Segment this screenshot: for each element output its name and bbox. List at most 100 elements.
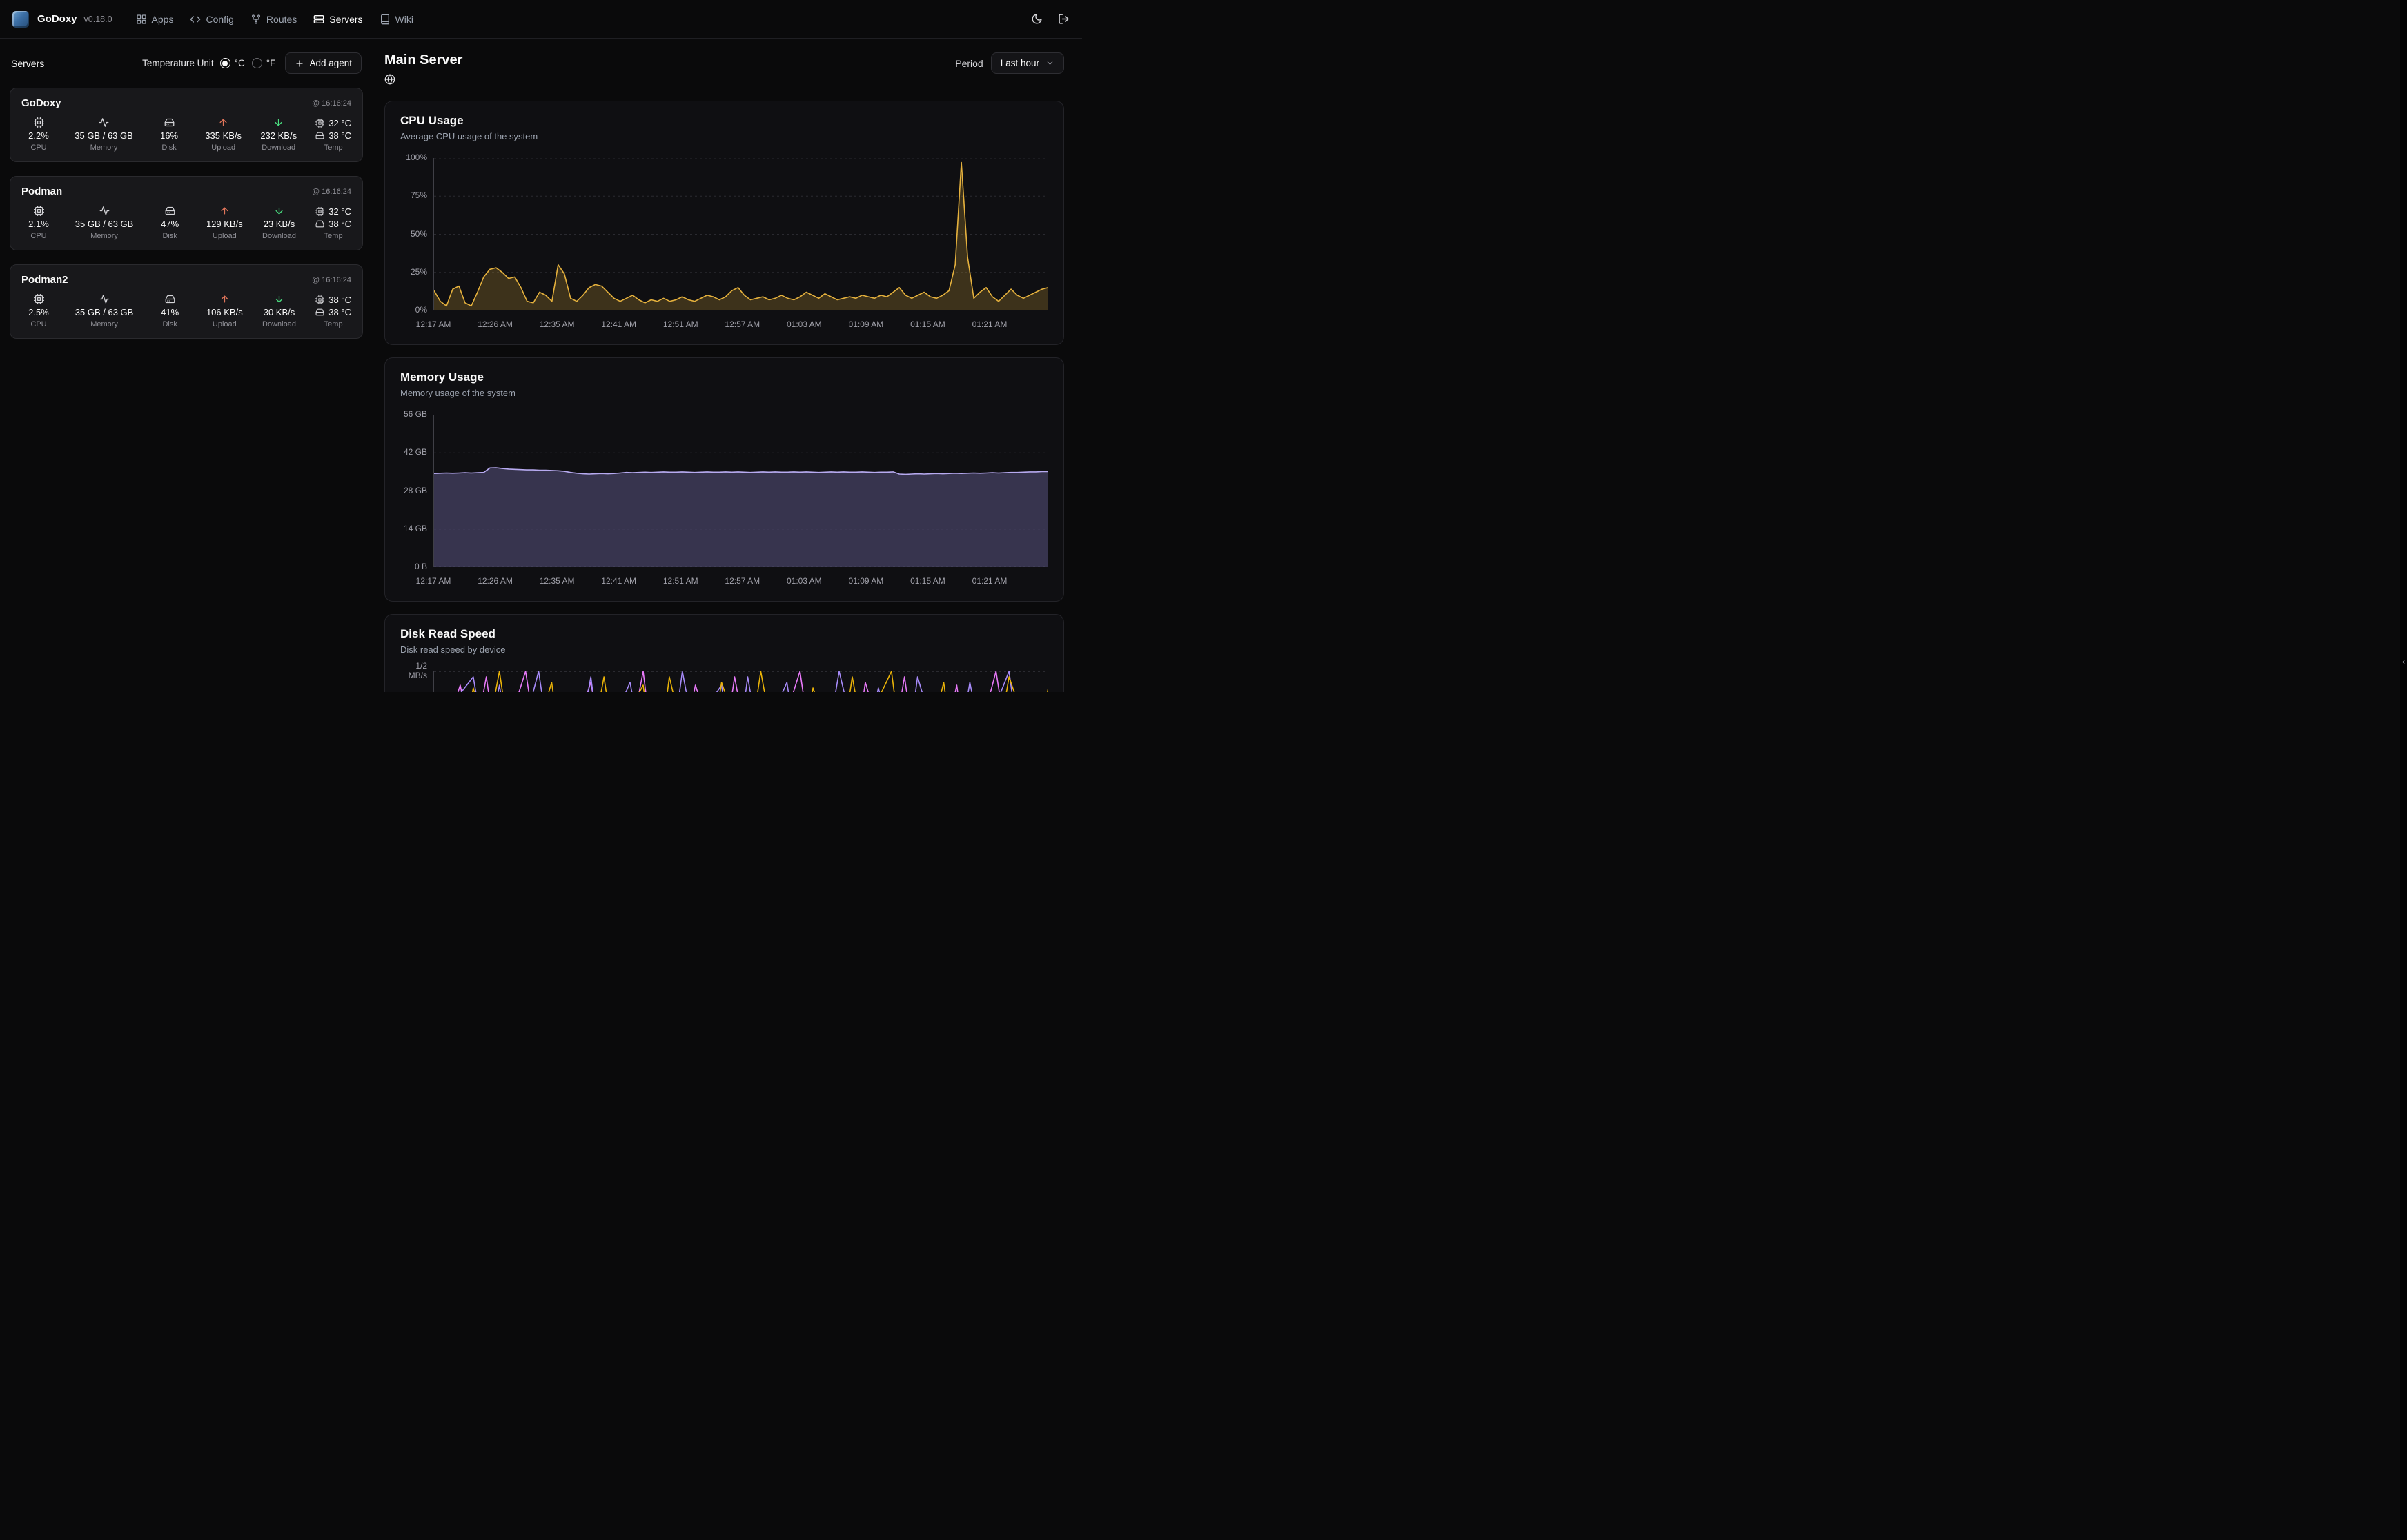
memory-value: 35 GB / 63 GB xyxy=(75,219,134,229)
godoxy-logo[interactable] xyxy=(12,10,29,28)
cpu-value: 2.5% xyxy=(28,307,49,317)
cpu-chip-icon xyxy=(33,206,44,216)
cpu-chip-icon xyxy=(33,294,44,304)
x-tick-label: 12:17 AM xyxy=(415,576,451,586)
radio-unselected-icon[interactable] xyxy=(251,58,262,68)
collapse-panel-handle[interactable] xyxy=(2400,654,2407,669)
temp-disk-value: 38 °C xyxy=(328,307,351,317)
y-tick-label: 56 GB xyxy=(403,409,427,419)
chart-title: Disk Read Speed xyxy=(400,627,495,640)
disk-value: 47% xyxy=(161,219,179,229)
server-card-podman[interactable]: Podman @ 16:16:24 2.1% CPU 35 GB / 63 GB… xyxy=(10,176,363,250)
server-card-header: GoDoxy @ 16:16:24 xyxy=(21,97,351,109)
app-version: v0.18.0 xyxy=(83,14,112,24)
x-tick-label: 12:57 AM xyxy=(725,576,760,586)
upload-value: 129 KB/s xyxy=(206,219,243,229)
cpu-label: CPU xyxy=(30,320,47,328)
x-tick-label: 12:35 AM xyxy=(539,576,575,586)
temp-label: Temp xyxy=(324,232,343,240)
y-tick-label: 100% xyxy=(406,152,427,163)
cpu-chart-svg xyxy=(434,158,1048,310)
server-timestamp: @ 16:16:24 xyxy=(311,275,351,284)
stat-download: 232 KB/s Download xyxy=(260,117,297,152)
stat-temp: 32 °C 38 °C Temp xyxy=(315,206,351,240)
top-navbar: GoDoxy v0.18.0 Apps Config Routes Server… xyxy=(0,0,1082,39)
disk-read-speed-card: Disk Read Speed Disk read speed by devic… xyxy=(384,614,1064,692)
server-name: Podman xyxy=(21,186,63,197)
routes-icon xyxy=(251,14,260,24)
grid-icon xyxy=(136,14,146,24)
nav-item-config[interactable]: Config xyxy=(190,13,234,25)
nav-item-apps[interactable]: Apps xyxy=(136,14,173,25)
server-card-podman2[interactable]: Podman2 @ 16:16:24 2.5% CPU 35 GB / 63 G… xyxy=(10,264,363,339)
arrow-down-icon xyxy=(275,295,283,303)
stat-memory: 35 GB / 63 GB Memory xyxy=(75,294,133,328)
servers-icon xyxy=(313,14,324,23)
chevron-left-icon xyxy=(2402,660,2405,664)
cpu-chip-icon xyxy=(33,117,44,128)
disk-label: Disk xyxy=(162,320,177,328)
server-timestamp: @ 16:16:24 xyxy=(311,187,351,196)
cpu-usage-chart xyxy=(433,158,1048,310)
y-tick-label: 1/2 MB/s xyxy=(408,661,427,680)
upload-label: Upload xyxy=(212,232,237,240)
disk-label: Disk xyxy=(161,144,177,152)
disk-value: 41% xyxy=(161,307,179,317)
sdb-line xyxy=(460,671,1013,692)
nav-item-routes[interactable]: Routes xyxy=(250,14,297,25)
moon-theme-toggle-icon[interactable] xyxy=(1031,13,1043,25)
temp-cpu-value: 32 °C xyxy=(328,206,351,217)
cpu-chip-icon xyxy=(315,295,325,304)
temperature-unit-control: Temperature Unit °C °F xyxy=(142,58,275,68)
fahrenheit-radio[interactable]: °F xyxy=(251,58,275,68)
nav-item-servers[interactable]: Servers xyxy=(313,13,363,25)
y-tick-label: 25% xyxy=(410,266,427,277)
chart-area: 56 GB 42 GB 28 GB 14 GB 0 B xyxy=(400,409,1048,571)
cpu-area xyxy=(434,162,1048,310)
stat-cpu: 2.1% CPU xyxy=(21,206,56,240)
nav-item-wiki[interactable]: Wiki xyxy=(380,14,413,25)
x-tick-label: 12:26 AM xyxy=(478,319,513,329)
arrow-down-icon xyxy=(275,207,283,215)
add-agent-label: Add agent xyxy=(309,58,352,68)
hard-drive-icon xyxy=(165,206,175,215)
temp-cpu-value: 38 °C xyxy=(328,295,351,305)
y-axis: 100% 75% 50% 25% 0% xyxy=(400,152,433,315)
memory-area xyxy=(434,468,1048,567)
page-title: Main Server xyxy=(384,52,463,68)
download-value: 30 KB/s xyxy=(263,307,295,317)
celsius-radio[interactable]: °C xyxy=(219,58,245,68)
activity-icon xyxy=(99,206,109,215)
disk-read-speed-chart xyxy=(433,671,1048,692)
server-card-godoxy[interactable]: GoDoxy @ 16:16:24 2.2% CPU 35 GB / 63 GB… xyxy=(10,88,363,162)
memory-label: Memory xyxy=(90,144,118,152)
globe-icon xyxy=(384,74,395,85)
add-agent-button[interactable]: Add agent xyxy=(285,52,362,74)
x-tick-label: 01:15 AM xyxy=(910,576,945,586)
y-tick-label: 28 GB xyxy=(403,485,427,495)
x-tick-label: 01:03 AM xyxy=(786,576,822,586)
cpu-chip-icon xyxy=(315,207,325,216)
logout-icon[interactable] xyxy=(1058,13,1070,25)
main-title-block: Main Server xyxy=(384,52,462,88)
upload-label: Upload xyxy=(212,320,237,328)
upload-value: 335 KB/s xyxy=(205,130,242,141)
x-tick-label: 01:09 AM xyxy=(848,576,884,586)
arrow-up-icon xyxy=(221,295,228,303)
upload-value: 106 KB/s xyxy=(206,307,243,317)
code-icon xyxy=(190,15,201,23)
main-nav: Apps Config Routes Servers Wiki xyxy=(136,14,413,25)
x-axis: 12:17 AM 12:26 AM 12:35 AM 12:41 AM 12:51 AM… xyxy=(416,317,1048,333)
stat-disk: 41% Disk xyxy=(153,294,187,328)
server-name: Podman2 xyxy=(21,274,68,286)
nav-item-label: Config xyxy=(206,13,234,25)
period-dropdown[interactable]: Last hour xyxy=(990,52,1064,74)
nav-item-label: Servers xyxy=(329,13,363,25)
x-tick-label: 12:26 AM xyxy=(478,576,513,586)
radio-selected-icon[interactable] xyxy=(219,58,230,68)
x-tick-label: 01:15 AM xyxy=(910,319,945,329)
stat-cpu: 2.2% CPU xyxy=(21,117,56,152)
temp-disk-value: 38 °C xyxy=(328,130,351,141)
x-tick-label: 01:03 AM xyxy=(786,319,822,329)
chart-subtitle: Average CPU usage of the system xyxy=(400,131,538,141)
